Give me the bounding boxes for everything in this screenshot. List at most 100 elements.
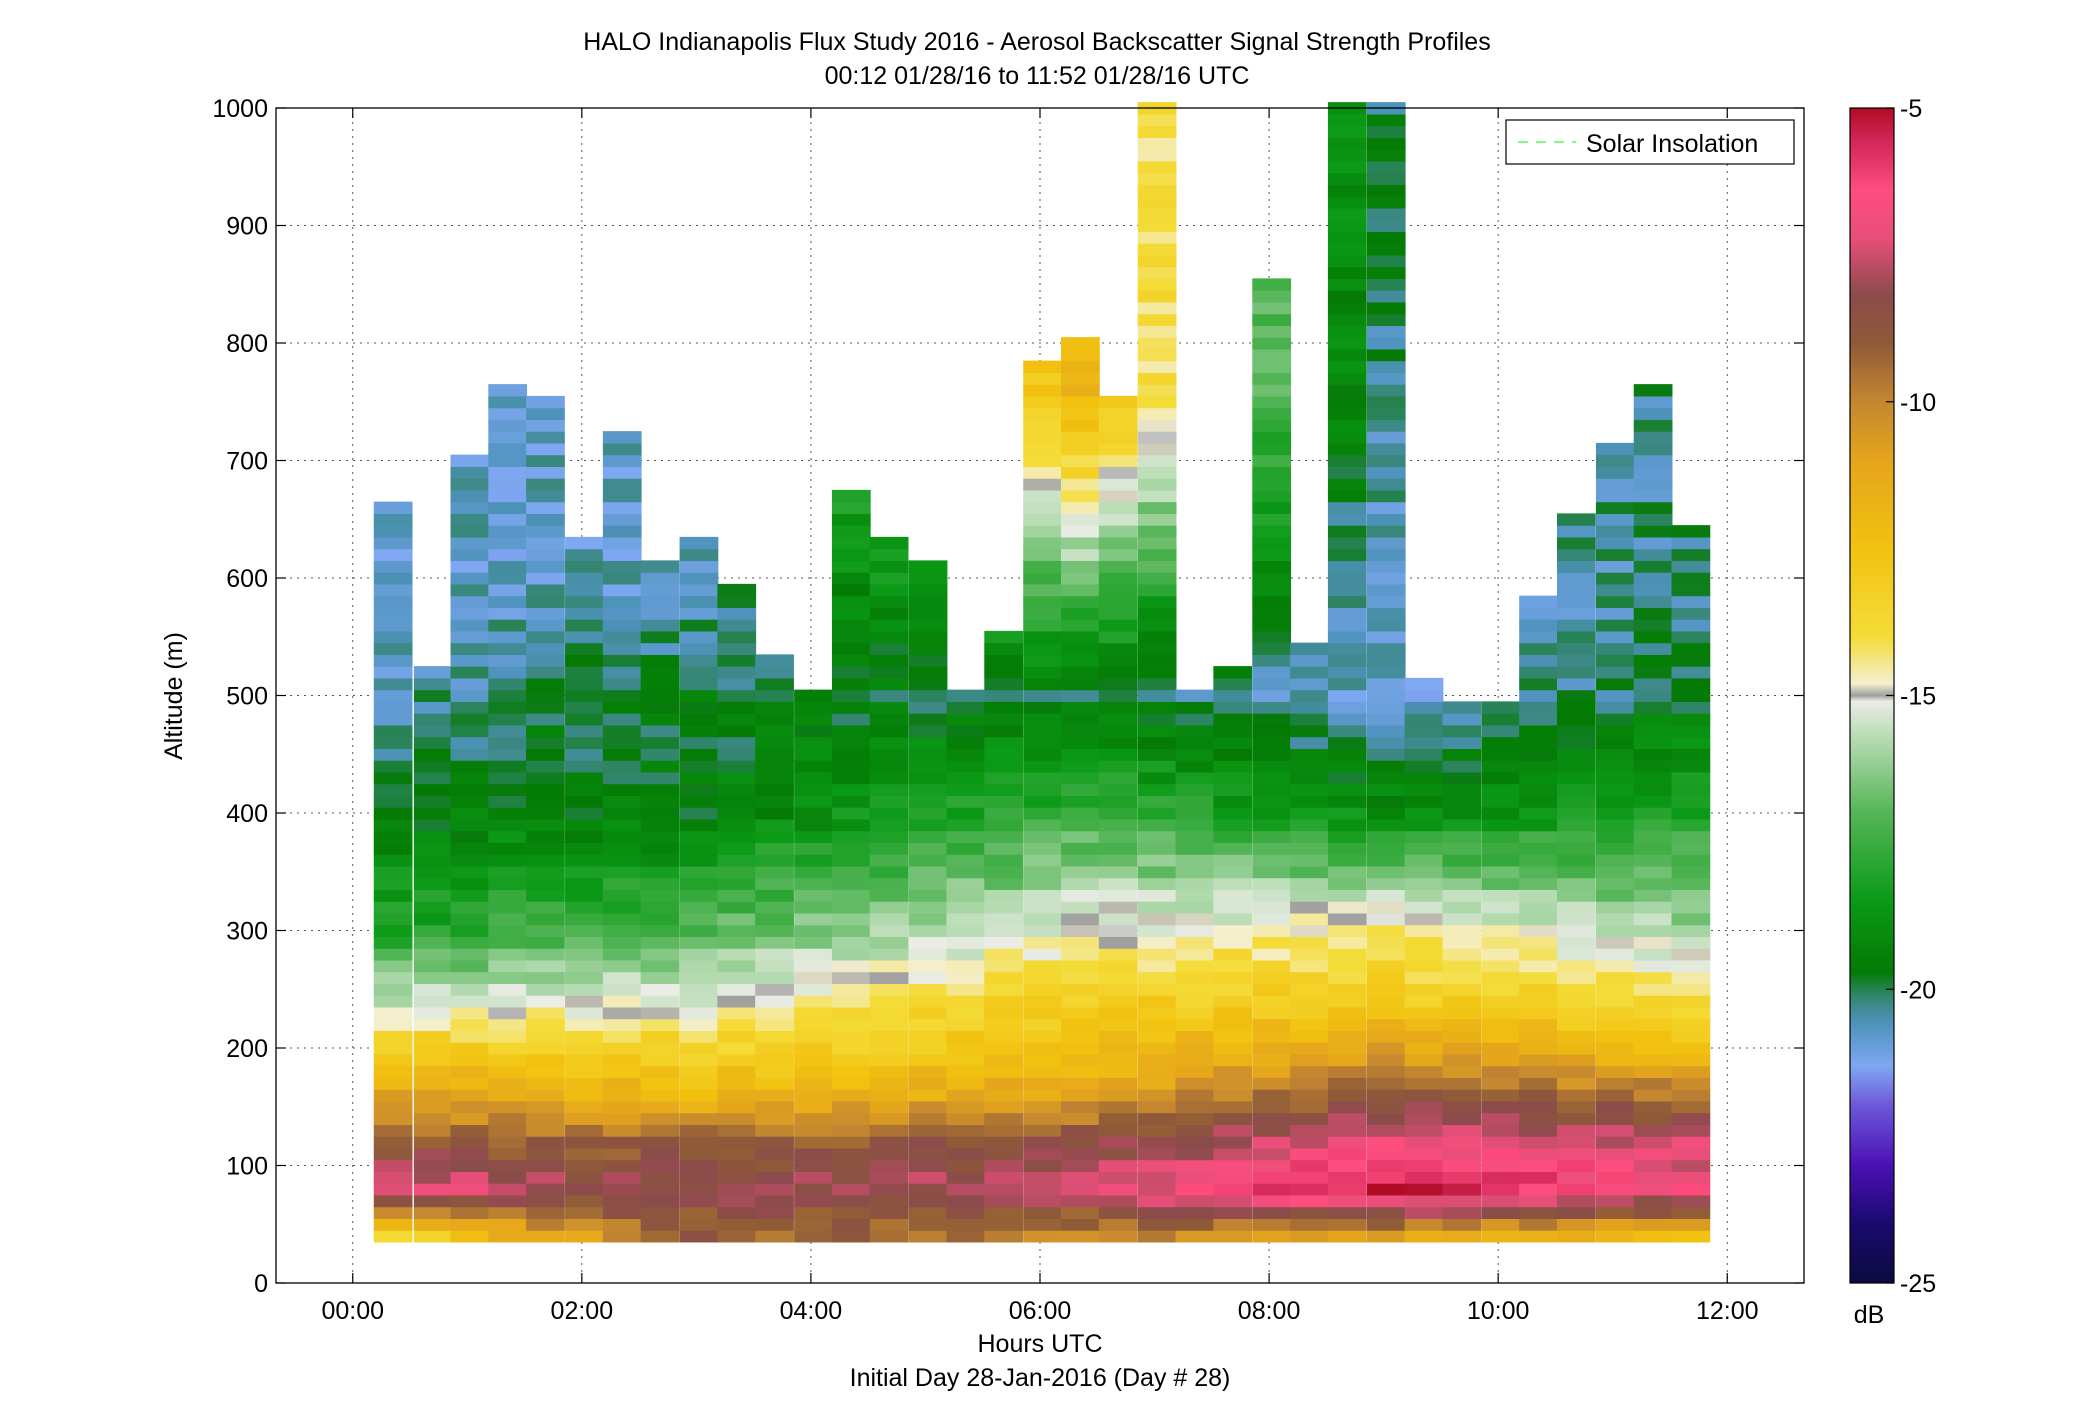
heatmap-cell bbox=[869, 666, 909, 679]
heatmap-cell bbox=[1633, 560, 1673, 573]
heatmap-cell bbox=[1556, 1206, 1596, 1219]
heatmap-cell bbox=[1061, 431, 1100, 444]
heatmap-cell bbox=[565, 1053, 604, 1067]
heatmap-cell bbox=[1595, 901, 1635, 914]
heatmap-cell bbox=[1366, 172, 1406, 185]
heatmap-cell bbox=[1023, 877, 1062, 890]
heatmap-cell bbox=[1023, 736, 1062, 749]
heatmap-cell bbox=[1481, 748, 1521, 761]
heatmap-cell bbox=[1671, 936, 1711, 949]
heatmap-cell bbox=[1556, 607, 1596, 620]
profile-column bbox=[1252, 278, 1292, 1243]
heatmap-cell bbox=[717, 654, 757, 667]
heatmap-cell bbox=[984, 1147, 1024, 1161]
heatmap-cell bbox=[1671, 1183, 1711, 1196]
heatmap-cell bbox=[1366, 760, 1406, 773]
heatmap-cell bbox=[831, 1018, 871, 1031]
heatmap-cell bbox=[1556, 1089, 1596, 1102]
heatmap-cell bbox=[1023, 1147, 1062, 1161]
heatmap-cell bbox=[1023, 724, 1062, 738]
heatmap-cell bbox=[1175, 901, 1215, 914]
heatmap-cell bbox=[1519, 1171, 1558, 1184]
heatmap-cell bbox=[1098, 736, 1138, 749]
heatmap-cell bbox=[565, 642, 604, 655]
heatmap-cell bbox=[717, 1053, 757, 1067]
heatmap-cell bbox=[1252, 489, 1292, 503]
heatmap-cell bbox=[450, 1077, 490, 1090]
heatmap-cell bbox=[565, 572, 604, 585]
profile-column bbox=[1137, 102, 1177, 1243]
heatmap-cell bbox=[526, 724, 565, 738]
heatmap-cell bbox=[1671, 807, 1711, 820]
heatmap-cell bbox=[413, 1100, 453, 1114]
heatmap-cell bbox=[373, 689, 413, 702]
heatmap-cell bbox=[1061, 689, 1100, 702]
profile-column bbox=[908, 560, 948, 1243]
heatmap-cell bbox=[794, 830, 833, 843]
heatmap-cell bbox=[984, 666, 1024, 679]
heatmap-cell bbox=[488, 1171, 528, 1184]
heatmap-cell bbox=[1442, 854, 1482, 867]
heatmap-cell bbox=[1633, 466, 1673, 479]
heatmap-cell bbox=[1442, 924, 1482, 937]
heatmap-cell bbox=[1252, 736, 1292, 749]
heatmap-cell bbox=[946, 912, 986, 926]
heatmap-cell bbox=[1671, 666, 1711, 679]
heatmap-cell bbox=[1327, 830, 1367, 843]
heatmap-cell bbox=[1366, 948, 1406, 961]
heatmap-cell bbox=[869, 912, 909, 926]
heatmap-cell bbox=[794, 1218, 833, 1231]
heatmap-cell bbox=[488, 654, 528, 667]
heatmap-cell bbox=[831, 677, 871, 691]
heatmap-cell bbox=[1023, 1065, 1062, 1078]
heatmap-cell bbox=[1137, 243, 1177, 256]
heatmap-cell bbox=[488, 619, 528, 632]
heatmap-cell bbox=[717, 701, 757, 714]
heatmap-cell bbox=[908, 713, 948, 726]
heatmap-cell bbox=[488, 1077, 528, 1090]
heatmap-cell bbox=[1671, 724, 1711, 738]
heatmap-cell bbox=[450, 1065, 490, 1078]
heatmap-cell bbox=[1595, 1206, 1635, 1219]
heatmap-cell bbox=[1633, 478, 1673, 491]
heatmap-cell bbox=[1252, 466, 1292, 479]
heatmap-cell bbox=[1023, 1077, 1062, 1090]
heatmap-cell bbox=[1595, 666, 1635, 679]
heatmap-cell bbox=[1137, 701, 1177, 714]
heatmap-cell bbox=[1137, 207, 1177, 221]
heatmap-cell bbox=[565, 724, 604, 738]
heatmap-cell bbox=[1595, 1030, 1635, 1043]
heatmap-cell bbox=[1481, 889, 1521, 902]
heatmap-cell bbox=[1290, 677, 1329, 691]
heatmap-cell bbox=[1213, 1077, 1253, 1090]
heatmap-cell bbox=[794, 1006, 833, 1020]
heatmap-cell bbox=[1366, 842, 1406, 855]
heatmap-cell bbox=[1213, 1006, 1253, 1020]
heatmap-cell bbox=[602, 912, 642, 926]
heatmap-cell bbox=[565, 1147, 604, 1161]
heatmap-cell bbox=[794, 1042, 833, 1055]
heatmap-cell bbox=[1404, 889, 1444, 902]
heatmap-cell bbox=[755, 889, 794, 902]
profile-column bbox=[1175, 689, 1215, 1243]
heatmap-cell bbox=[869, 1030, 909, 1043]
heatmap-cell bbox=[1556, 1053, 1596, 1067]
heatmap-cell bbox=[717, 642, 757, 655]
heatmap-cell bbox=[1442, 1136, 1482, 1149]
heatmap-cell bbox=[1098, 1206, 1138, 1219]
heatmap-cell bbox=[526, 971, 565, 984]
heatmap-cell bbox=[488, 1194, 528, 1208]
heatmap-cell bbox=[679, 1006, 719, 1020]
heatmap-cell bbox=[640, 948, 680, 961]
heatmap-cell bbox=[1290, 1006, 1329, 1020]
heatmap-cell bbox=[1137, 654, 1177, 667]
heatmap-cell bbox=[1595, 936, 1635, 949]
heatmap-cell bbox=[1098, 407, 1138, 420]
heatmap-cell bbox=[1137, 466, 1177, 479]
heatmap-cell bbox=[602, 830, 642, 843]
heatmap-cell bbox=[1290, 1053, 1329, 1067]
heatmap-cell bbox=[413, 1147, 453, 1161]
heatmap-cell bbox=[373, 1112, 413, 1125]
heatmap-cell bbox=[1671, 654, 1711, 667]
heatmap-cell bbox=[984, 1136, 1024, 1149]
